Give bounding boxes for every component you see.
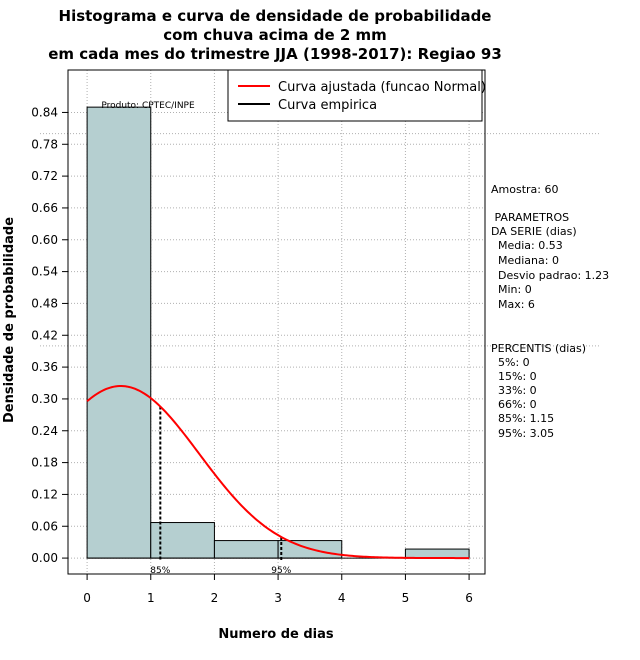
y-tick-label-9: 0.54 [31,265,58,279]
stat-line-11: 33%: 0 [491,384,537,397]
x-axis: 0 1 2 3 4 5 6 [83,574,473,605]
stat-line-13: 85%: 1.15 [491,412,554,425]
stat-line-12: 66%: 0 [491,398,537,411]
y-tick-label-11: 0.66 [31,201,58,215]
y-tick-label-0: 0.00 [31,551,58,565]
legend-label-empirical: Curva empirica [278,98,377,113]
stat-line-3: Media: 0.53 [491,239,563,252]
stat-line-8: PERCENTIS (dias) [491,342,586,355]
stat-line-0: Amostra: 60 [491,183,558,196]
x-tick-label-0: 0 [83,591,91,605]
x-tick-label-3: 3 [274,591,282,605]
x-tick-label-2: 2 [211,591,219,605]
y-tick-label-14: 0.84 [31,105,58,119]
x-axis-title: Numero de dias [218,627,334,642]
stat-line-9: 5%: 0 [491,356,530,369]
y-tick-label-5: 0.30 [31,392,58,406]
chart-title: Histograma e curva de densidade de proba… [48,7,502,63]
y-tick-label-12: 0.72 [31,169,58,183]
stat-line-14: 95%: 3.05 [491,427,554,440]
x-tick-label-5: 5 [402,591,410,605]
histogram-bar-0 [86,106,152,559]
legend-box [227,69,483,122]
x-tick-label-1: 1 [147,591,155,605]
y-tick-label-8: 0.48 [31,296,58,310]
percentile-markers: 85% 95% [150,406,292,576]
chart-title-line-1: Histograma e curva de densidade de proba… [59,7,492,25]
stat-line-5: Desvio padrao: 1.23 [491,269,609,282]
stat-line-7: Max: 6 [491,298,535,311]
y-tick-label-2: 0.12 [31,487,58,501]
normal-curve-line [86,385,470,560]
legend-label-normal: Curva ajustada (funcao Normal) [278,80,486,95]
stat-line-1: PARAMETROS [491,211,569,224]
y-tick-label-6: 0.36 [31,360,58,374]
y-tick-label-1: 0.06 [31,519,58,533]
y-tick-label-3: 0.18 [31,456,58,470]
chart-title-line-3: em cada mes do trimestre JJA (1998-2017)… [48,45,502,63]
chart-title-line-2: com chuva acima de 2 mm [163,26,387,44]
y-tick-label-10: 0.60 [31,233,58,247]
y-tick-label-13: 0.78 [31,137,58,151]
stat-line-4: Mediana: 0 [491,254,559,267]
stat-line-6: Min: 0 [491,283,532,296]
y-tick-label-7: 0.42 [31,328,58,342]
producer-note: Produto: CPTEC/INPE [101,101,195,111]
histogram-bar-5 [404,548,470,559]
stat-line-10: 15%: 0 [491,370,537,383]
histogram-bars [86,106,470,559]
legend: Curva ajustada (funcao Normal) Curva emp… [227,69,486,122]
histogram-bar-2 [213,540,279,559]
percentile-label-0: 85% [150,566,170,576]
y-tick-label-4: 0.24 [31,424,58,438]
normal-curve [86,385,470,560]
x-tick-label-4: 4 [338,591,346,605]
stat-line-2: DA SERIE (dias) [491,225,577,238]
percentile-label-1: 95% [271,566,291,576]
y-axis-title: Densidade de probabilidade [2,217,17,423]
x-tick-label-6: 6 [465,591,473,605]
y-axis: 0.00 0.06 0.12 0.18 0.24 0.30 0.36 0.42 0.48 0.54… [31,105,68,565]
